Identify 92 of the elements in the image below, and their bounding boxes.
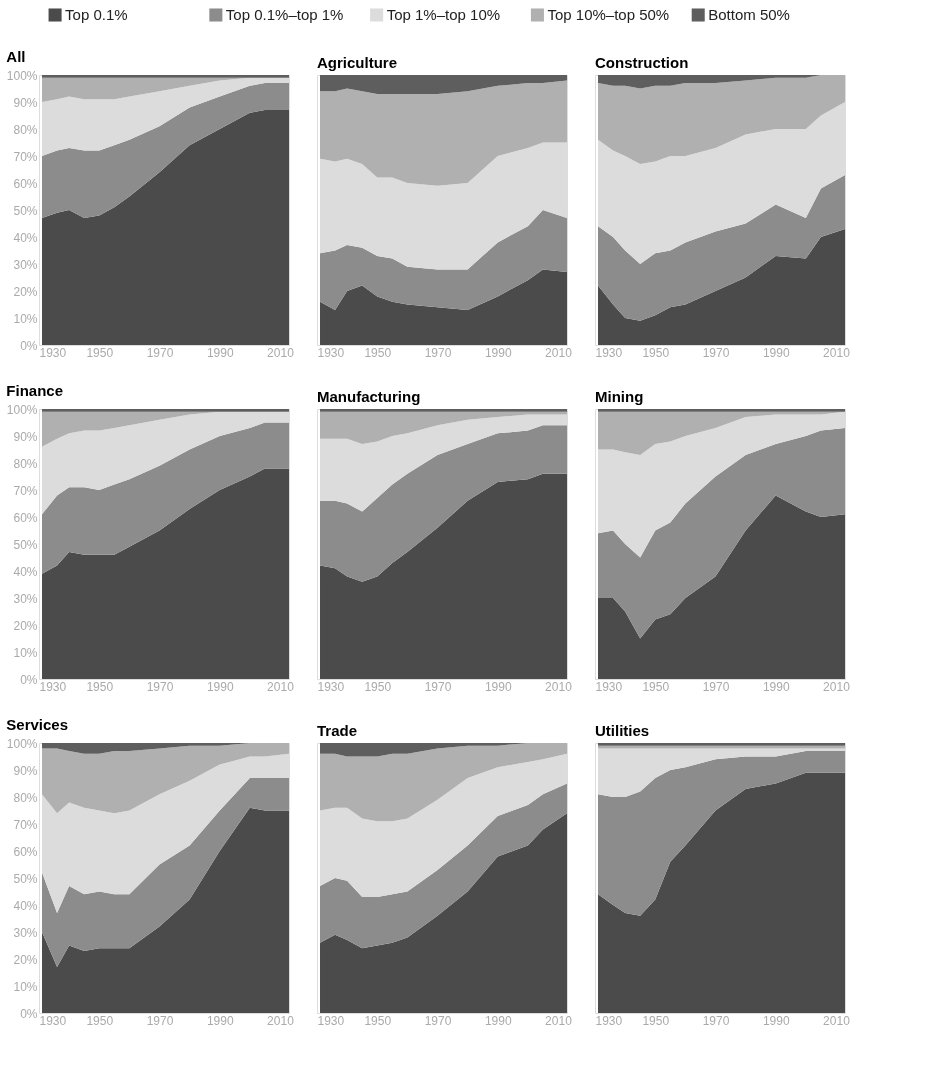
x-tick-label: 2010 [823, 679, 851, 694]
y-tick-label: 90% [13, 95, 38, 110]
legend-label: Top 1%–top 10% [386, 6, 501, 23]
y-tick-label: 30% [13, 591, 38, 606]
x-tick-label: 1970 [424, 1013, 452, 1028]
legend-label: Bottom 50% [708, 6, 790, 23]
x-tick-label: 1970 [702, 345, 730, 360]
y-tick-label: 100% [6, 736, 38, 751]
x-tick-label: 1950 [86, 679, 114, 694]
y-tick-label: 80% [13, 456, 38, 471]
x-tick-label: 1970 [424, 679, 452, 694]
y-tick-label: 100% [6, 402, 38, 417]
chart-title: Construction [595, 54, 689, 71]
x-tick-label: 1970 [424, 345, 452, 360]
x-tick-label: 1950 [642, 345, 670, 360]
x-tick-label: 1950 [364, 679, 392, 694]
chart-title: Manufacturing [317, 388, 421, 405]
y-tick-label: 20% [13, 284, 38, 299]
x-tick-label: 1950 [364, 345, 392, 360]
x-tick-label: 1990 [762, 679, 790, 694]
legend-label: Top 0.1% [65, 6, 128, 23]
y-tick-label: 30% [13, 925, 38, 940]
y-tick-label: 20% [13, 618, 38, 633]
y-tick-label: 90% [13, 763, 38, 778]
chart-title: Utilities [595, 722, 650, 739]
x-tick-label: 1950 [86, 345, 114, 360]
chart-title: Agriculture [317, 54, 398, 71]
y-tick-label: 100% [6, 68, 38, 83]
legend-label: Top 0.1%–top 1% [225, 6, 344, 23]
x-tick-label: 1990 [206, 1013, 234, 1028]
chart-title: Finance [6, 382, 63, 399]
x-tick-label: 1930 [39, 1013, 67, 1028]
x-tick-label: 1970 [146, 1013, 174, 1028]
x-tick-label: 1930 [317, 345, 345, 360]
x-tick-label: 1950 [364, 1013, 392, 1028]
y-tick-label: 70% [13, 483, 38, 498]
x-tick-label: 1950 [642, 679, 670, 694]
y-tick-label: 0% [20, 1006, 38, 1021]
y-tick-label: 40% [13, 230, 38, 245]
chart-title: All [6, 48, 26, 65]
y-tick-label: 60% [13, 176, 38, 191]
x-tick-label: 1990 [206, 345, 234, 360]
x-tick-label: 1990 [206, 679, 234, 694]
x-tick-label: 1990 [484, 679, 512, 694]
y-tick-label: 50% [13, 537, 38, 552]
y-tick-label: 30% [13, 257, 38, 272]
x-tick-label: 1930 [39, 679, 67, 694]
x-tick-label: 2010 [823, 1013, 851, 1028]
y-tick-label: 50% [13, 203, 38, 218]
x-tick-label: 1970 [146, 345, 174, 360]
x-tick-label: 1950 [86, 1013, 114, 1028]
y-tick-label: 70% [13, 149, 38, 164]
y-tick-label: 80% [13, 122, 38, 137]
x-tick-label: 1930 [595, 345, 623, 360]
x-tick-label: 2010 [545, 345, 573, 360]
y-tick-label: 10% [13, 311, 38, 326]
x-tick-label: 2010 [545, 1013, 573, 1028]
x-tick-label: 1970 [702, 1013, 730, 1028]
legend-label: Top 10%–top 50% [547, 6, 670, 23]
y-tick-label: 60% [13, 844, 38, 859]
x-tick-label: 2010 [267, 345, 295, 360]
x-tick-label: 2010 [267, 1013, 295, 1028]
x-tick-label: 1930 [595, 1013, 623, 1028]
chart-title: Trade [317, 722, 358, 739]
x-tick-label: 1930 [317, 1013, 345, 1028]
x-tick-label: 2010 [545, 679, 573, 694]
x-tick-label: 1930 [317, 679, 345, 694]
x-tick-label: 1930 [595, 679, 623, 694]
y-tick-label: 50% [13, 871, 38, 886]
x-tick-label: 2010 [823, 345, 851, 360]
chart-title: Services [6, 716, 69, 733]
x-tick-label: 1990 [762, 1013, 790, 1028]
y-tick-label: 10% [13, 645, 38, 660]
chart-title: Mining [595, 388, 644, 405]
x-tick-label: 1930 [39, 345, 67, 360]
y-tick-label: 10% [13, 979, 38, 994]
y-tick-label: 0% [20, 672, 38, 687]
y-tick-label: 40% [13, 564, 38, 579]
y-tick-label: 90% [13, 429, 38, 444]
y-tick-label: 70% [13, 817, 38, 832]
x-tick-label: 1990 [484, 345, 512, 360]
y-tick-label: 80% [13, 790, 38, 805]
x-tick-label: 1990 [762, 345, 790, 360]
x-tick-label: 1970 [702, 679, 730, 694]
x-tick-label: 1990 [484, 1013, 512, 1028]
x-tick-label: 1950 [642, 1013, 670, 1028]
x-tick-label: 2010 [267, 679, 295, 694]
y-tick-label: 40% [13, 898, 38, 913]
x-tick-label: 1970 [146, 679, 174, 694]
y-tick-label: 0% [20, 338, 38, 353]
y-tick-label: 60% [13, 510, 38, 525]
y-tick-label: 20% [13, 952, 38, 967]
